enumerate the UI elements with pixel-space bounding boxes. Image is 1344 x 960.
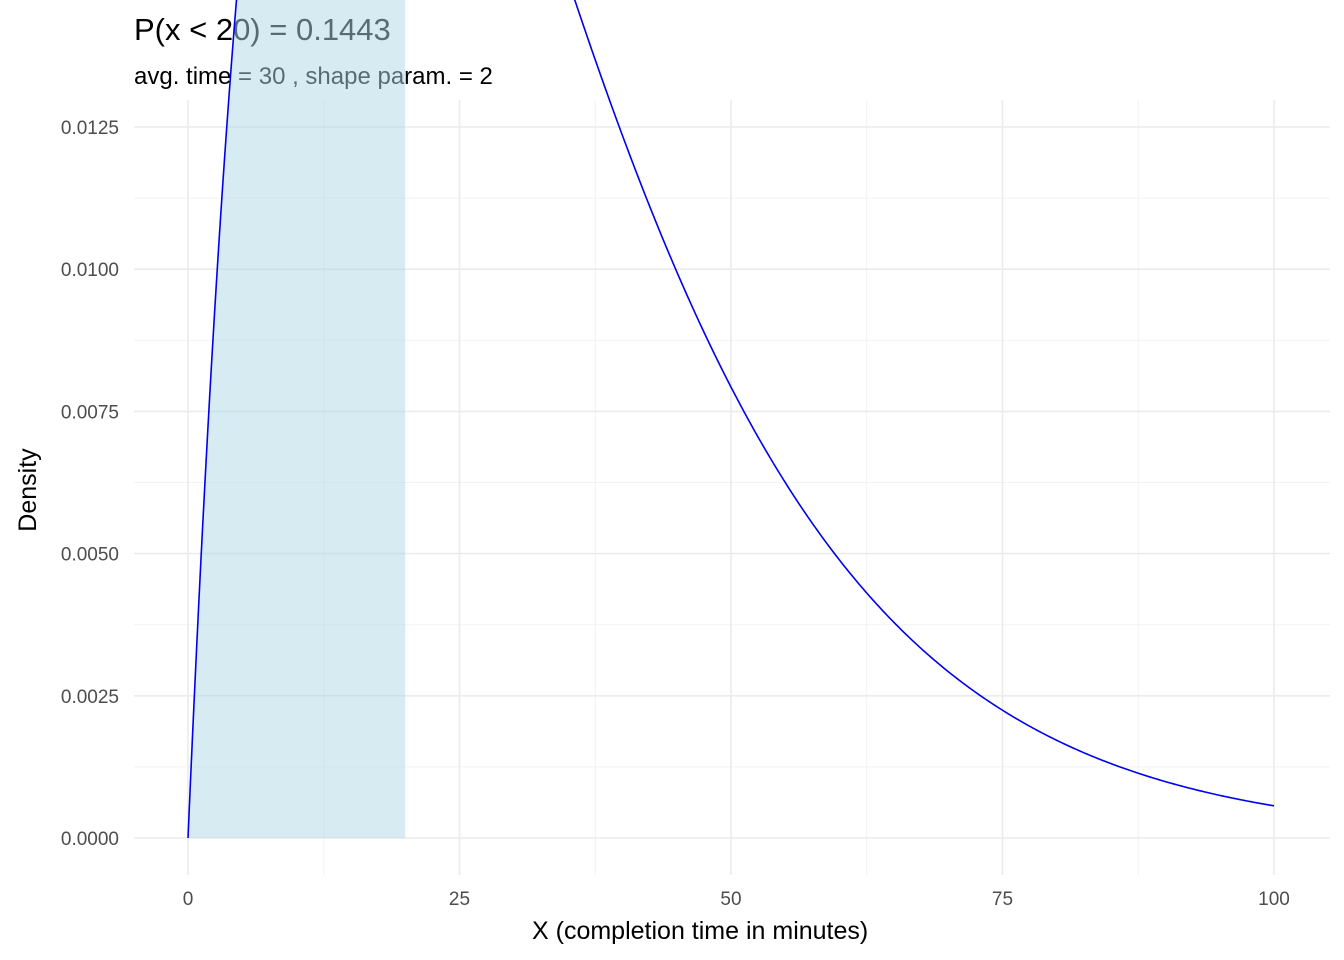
x-axis-title: X (completion time in minutes) [532,917,868,945]
y-axis-tick-labels: 0.0000 0.0025 0.0050 0.0075 0.0100 0.0125 [61,118,119,850]
x-tick-label: 100 [1258,889,1290,910]
x-tick-label: 25 [449,889,470,910]
y-tick-label: 0.0050 [61,545,119,566]
y-tick-label: 0.0025 [61,687,119,708]
y-tick-label: 0.0075 [61,402,119,423]
density-curve [187,0,1275,839]
shaded-probability-area [188,0,406,838]
x-axis-tick-labels: 0 25 50 75 100 [183,889,1290,910]
y-tick-label: 0.0100 [61,260,119,281]
y-tick-label: 0.0125 [61,118,119,139]
x-tick-label: 50 [720,889,741,910]
y-tick-label: 0.0000 [61,829,119,850]
x-tick-label: 0 [183,889,194,910]
x-tick-label: 75 [992,889,1013,910]
y-axis-title: Density [14,448,42,532]
